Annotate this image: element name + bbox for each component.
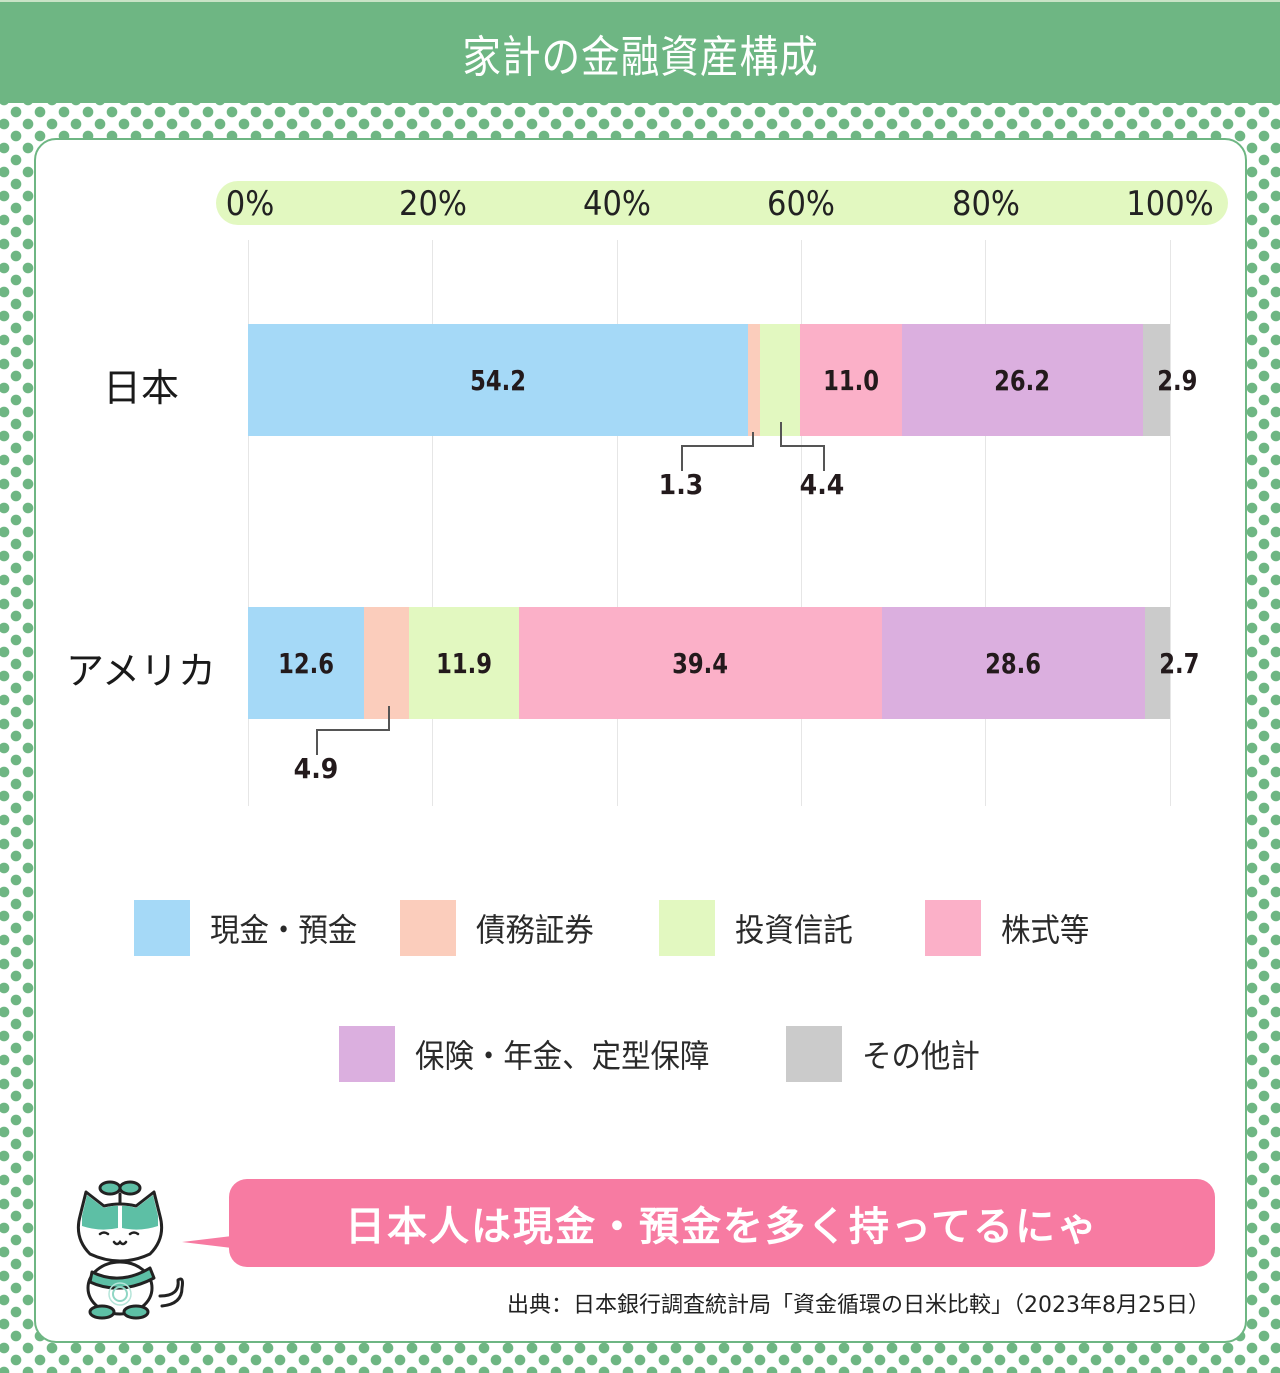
x-tick: 100% [1126, 184, 1214, 224]
callout-bonds-usa: 4.9 [293, 752, 339, 785]
legend-swatch [134, 900, 190, 956]
country-label-usa: アメリカ [65, 649, 217, 693]
source-citation: 出典：日本銀行調査統計局「資金循環の日米比較」（2023年8月25日） [507, 1293, 1210, 1318]
gridline [801, 240, 802, 806]
segment-other: 2.7 [1145, 607, 1199, 719]
gridline [617, 240, 618, 806]
x-tick: 80% [951, 184, 1021, 224]
x-axis-band [216, 181, 1228, 225]
bar-usa: 12.6 11.9 39.4 28.6 2.7 [248, 607, 1199, 719]
x-tick: 60% [766, 184, 836, 224]
speech-bubble-tail [182, 1236, 232, 1248]
legend-item-other: その他計 [786, 1026, 990, 1082]
bar-japan: 54.2 11.0 26.2 2.9 [248, 324, 1197, 436]
chart-title: 家計の金融資産構成 [461, 31, 819, 83]
gridline [432, 240, 433, 806]
segment-other: 2.9 [1143, 324, 1197, 436]
legend-swatch [339, 1026, 395, 1082]
segment-stocks: 11.0 [800, 324, 902, 436]
leader-line-bonds [316, 706, 390, 731]
x-tick: 20% [398, 184, 468, 224]
segment-insurance: 26.2 [902, 324, 1143, 436]
legend-item-insurance: 保険・年金、定型保障 [339, 1026, 735, 1082]
x-tick: 40% [582, 184, 652, 224]
segment-bonds [748, 324, 760, 436]
legend-item-cash: 現金・預金 [134, 900, 370, 956]
legend-item-funds: 投資信託 [659, 900, 863, 956]
legend-swatch [786, 1026, 842, 1082]
legend-item-bonds: 債務証券 [400, 900, 604, 956]
x-tick: 0% [225, 184, 275, 224]
segment-bonds [364, 607, 409, 719]
gridline [248, 240, 249, 806]
leader-line-bonds [681, 447, 683, 471]
speech-bubble: 日本人は現金・預金を多く持ってるにゃ [229, 1179, 1215, 1267]
segment-cash: 54.2 [248, 324, 748, 436]
header-banner: 家計の金融資産構成 [0, 0, 1280, 103]
segment-insurance: 28.6 [882, 607, 1145, 719]
gridline [1170, 240, 1171, 806]
speech-bubble-text: 日本人は現金・預金を多く持ってるにゃ [345, 1204, 1099, 1250]
chart-panel [34, 138, 1247, 1343]
segment-stocks: 39.4 [519, 607, 882, 719]
callout-funds-japan: 4.4 [799, 468, 845, 501]
leader-line-funds [823, 447, 825, 471]
leader-line-bonds [681, 432, 754, 447]
gridline [985, 240, 986, 806]
legend-swatch [925, 900, 981, 956]
segment-cash: 12.6 [248, 607, 364, 719]
country-label-japan: 日本 [102, 366, 180, 410]
segment-funds [760, 324, 800, 436]
cat-mascot-icon [76, 1180, 184, 1320]
leader-line-bonds [316, 731, 318, 755]
legend-swatch [400, 900, 456, 956]
leader-line-funds [780, 422, 825, 447]
segment-funds: 11.9 [409, 607, 519, 719]
callout-bonds-japan: 1.3 [658, 468, 704, 501]
legend-item-stocks: 株式等 [925, 900, 1097, 956]
legend-swatch [659, 900, 715, 956]
